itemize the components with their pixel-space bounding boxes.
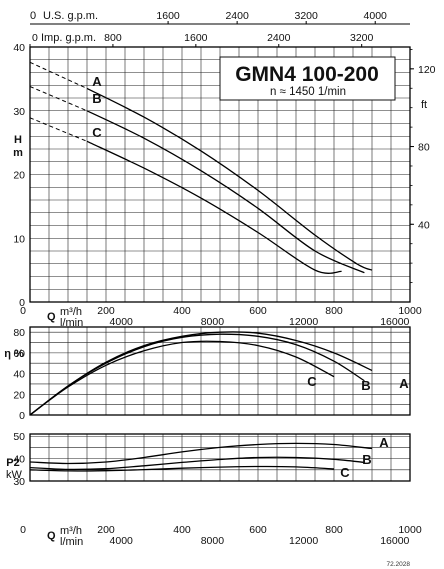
- flow-m3h-tick-label-lower: 0: [20, 524, 26, 536]
- flow-m3h-label-1: m³/h: [60, 306, 82, 318]
- power-curve-b: [29, 456, 365, 471]
- head-axis-label-h: H: [14, 134, 22, 146]
- head-ft-label: ft: [421, 99, 427, 111]
- efficiency-series-label-c: C: [307, 374, 317, 389]
- imp-gpm-tick-label: 3200: [350, 32, 374, 44]
- head-curve-b-dashed: [29, 86, 88, 112]
- flow-m3h-tick-label-lower: 200: [97, 524, 115, 536]
- head-series-label-b: B: [92, 91, 101, 106]
- head-series-label-a: A: [92, 74, 102, 89]
- eta-tick-label: 40: [13, 369, 25, 381]
- head-m-tick-label: 0: [19, 297, 25, 309]
- head-curve-a-dashed: [29, 61, 88, 89]
- power-axis-label-p2: P2: [6, 457, 19, 469]
- flow-m3h-label-2: m³/h: [60, 525, 82, 537]
- us-gpm-tick-label: 3200: [294, 10, 318, 22]
- power-series-label-a: A: [379, 435, 389, 450]
- head-m-tick-label: 30: [13, 106, 25, 118]
- flow-lmin-label-2: l/min: [60, 536, 83, 548]
- efficiency-series-label-a: A: [399, 376, 409, 391]
- head-axis-label-m: m: [13, 147, 23, 159]
- flow-lmin-tick-label-upper: 8000: [201, 316, 225, 328]
- head-series-label-c: C: [92, 125, 102, 140]
- head-m-tick-label: 10: [13, 233, 25, 245]
- flow-m3h-tick-label-lower: 400: [173, 524, 191, 536]
- head-m-tick-label: 40: [13, 42, 25, 54]
- flow-m3h-tick-label-upper: 0: [20, 305, 26, 317]
- imp-gpm-tick-label: 800: [104, 32, 122, 44]
- figure-code: 72.2028: [387, 561, 411, 568]
- flow-m3h-tick-label-lower: 800: [325, 524, 343, 536]
- flow-m3h-tick-label-lower: 1000: [398, 524, 422, 536]
- flow-m3h-tick-label-upper: 800: [325, 305, 343, 317]
- head-curve-c: [86, 140, 342, 274]
- power-tick-label: 30: [13, 476, 25, 488]
- flow-lmin-tick-label-lower: 16000: [380, 535, 409, 547]
- imp-gpm-tick-label: 0: [32, 32, 38, 44]
- flow-q-label-1: Q: [47, 311, 56, 323]
- chart-subtitle: n ≈ 1450 1/min: [270, 86, 346, 98]
- efficiency-axis-label: η %: [4, 348, 24, 360]
- us-gpm-tick-label: 1600: [156, 10, 180, 22]
- power-curve-c: [29, 465, 335, 472]
- head-curve-c-dashed: [29, 117, 88, 142]
- eta-tick-label: 80: [13, 327, 25, 339]
- head-ft-tick-label: 120: [418, 64, 436, 76]
- curves: [29, 61, 373, 472]
- flow-lmin-tick-label-upper: 4000: [110, 316, 134, 328]
- flow-lmin-tick-label-lower: 12000: [289, 535, 318, 547]
- panel-frames: [29, 21, 414, 482]
- us-gpm-zero: 0: [30, 10, 36, 22]
- flow-m3h-tick-label-upper: 1000: [398, 305, 422, 317]
- power-curve-a: [29, 442, 373, 465]
- power-axis-label-kw: kW: [6, 469, 23, 481]
- efficiency-curve-c: [29, 340, 335, 416]
- flow-lmin-tick-label-lower: 4000: [110, 535, 134, 547]
- power-tick-label: 40: [13, 454, 25, 466]
- power-series-label-b: B: [362, 452, 371, 467]
- flow-lmin-label-1: l/min: [60, 317, 83, 329]
- title-box: [219, 56, 396, 101]
- imp-gpm-tick-label: 1600: [184, 32, 208, 44]
- us-gpm-tick-label: 2400: [225, 10, 249, 22]
- eta-tick-label: 60: [13, 348, 25, 360]
- efficiency-curve-b: [29, 333, 365, 416]
- eta-tick-label: 20: [13, 389, 25, 401]
- power-series-label-c: C: [340, 465, 350, 480]
- grid-lines: [30, 47, 410, 481]
- imp-gpm-label: Imp. g.p.m.: [41, 32, 96, 44]
- flow-m3h-tick-label-upper: 200: [97, 305, 115, 317]
- power-tick-label: 50: [13, 431, 25, 443]
- flow-m3h-tick-label-upper: 400: [173, 305, 191, 317]
- flow-m3h-tick-label-upper: 600: [249, 305, 267, 317]
- us-gpm-label: U.S. g.p.m.: [43, 10, 98, 22]
- head-m-tick-label: 20: [13, 170, 25, 182]
- head-curve-b: [86, 110, 365, 274]
- head-curve-a: [86, 87, 373, 271]
- efficiency-series-label-b: B: [361, 378, 370, 393]
- chart-title: GMN4 100-200: [235, 63, 379, 86]
- flow-lmin-tick-label-lower: 8000: [201, 535, 225, 547]
- imp-gpm-tick-label: 2400: [267, 32, 291, 44]
- efficiency-frame: [29, 326, 411, 416]
- flow-lmin-tick-label-upper: 16000: [380, 316, 409, 328]
- power-frame: [29, 433, 411, 482]
- head-ft-tick-label: 40: [418, 219, 430, 231]
- eta-tick-label: 0: [19, 410, 25, 422]
- flow-m3h-tick-label-lower: 600: [249, 524, 267, 536]
- head-ft-tick-label: 80: [418, 142, 430, 154]
- flow-q-label-2: Q: [47, 530, 56, 542]
- flow-lmin-tick-label-upper: 12000: [289, 316, 318, 328]
- head-frame: [29, 46, 411, 303]
- us-gpm-tick-label: 4000: [364, 10, 388, 22]
